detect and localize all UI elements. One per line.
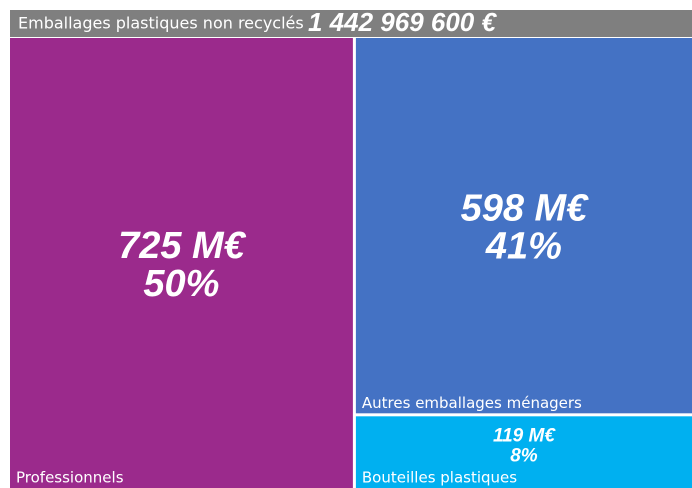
chart-title: Emballages plastiques non recyclés (18, 14, 304, 33)
header-bar (10, 10, 692, 37)
total-label: 1 442 969 600 € (308, 7, 497, 37)
percentage-label: 8% (510, 445, 538, 466)
tile-name: Bouteilles plastiques (362, 469, 517, 487)
value-label: 725 M€ (118, 225, 247, 267)
percentage-label: 41% (485, 226, 562, 268)
tile (355, 38, 692, 414)
tile-name: Autres emballages ménagers (362, 394, 582, 412)
tile-name: Professionnels (16, 469, 124, 487)
tile (10, 38, 353, 488)
value-label: 598 M€ (461, 188, 590, 230)
value-label: 119 M€ (493, 425, 556, 446)
percentage-label: 50% (143, 263, 219, 305)
tile (355, 416, 692, 488)
